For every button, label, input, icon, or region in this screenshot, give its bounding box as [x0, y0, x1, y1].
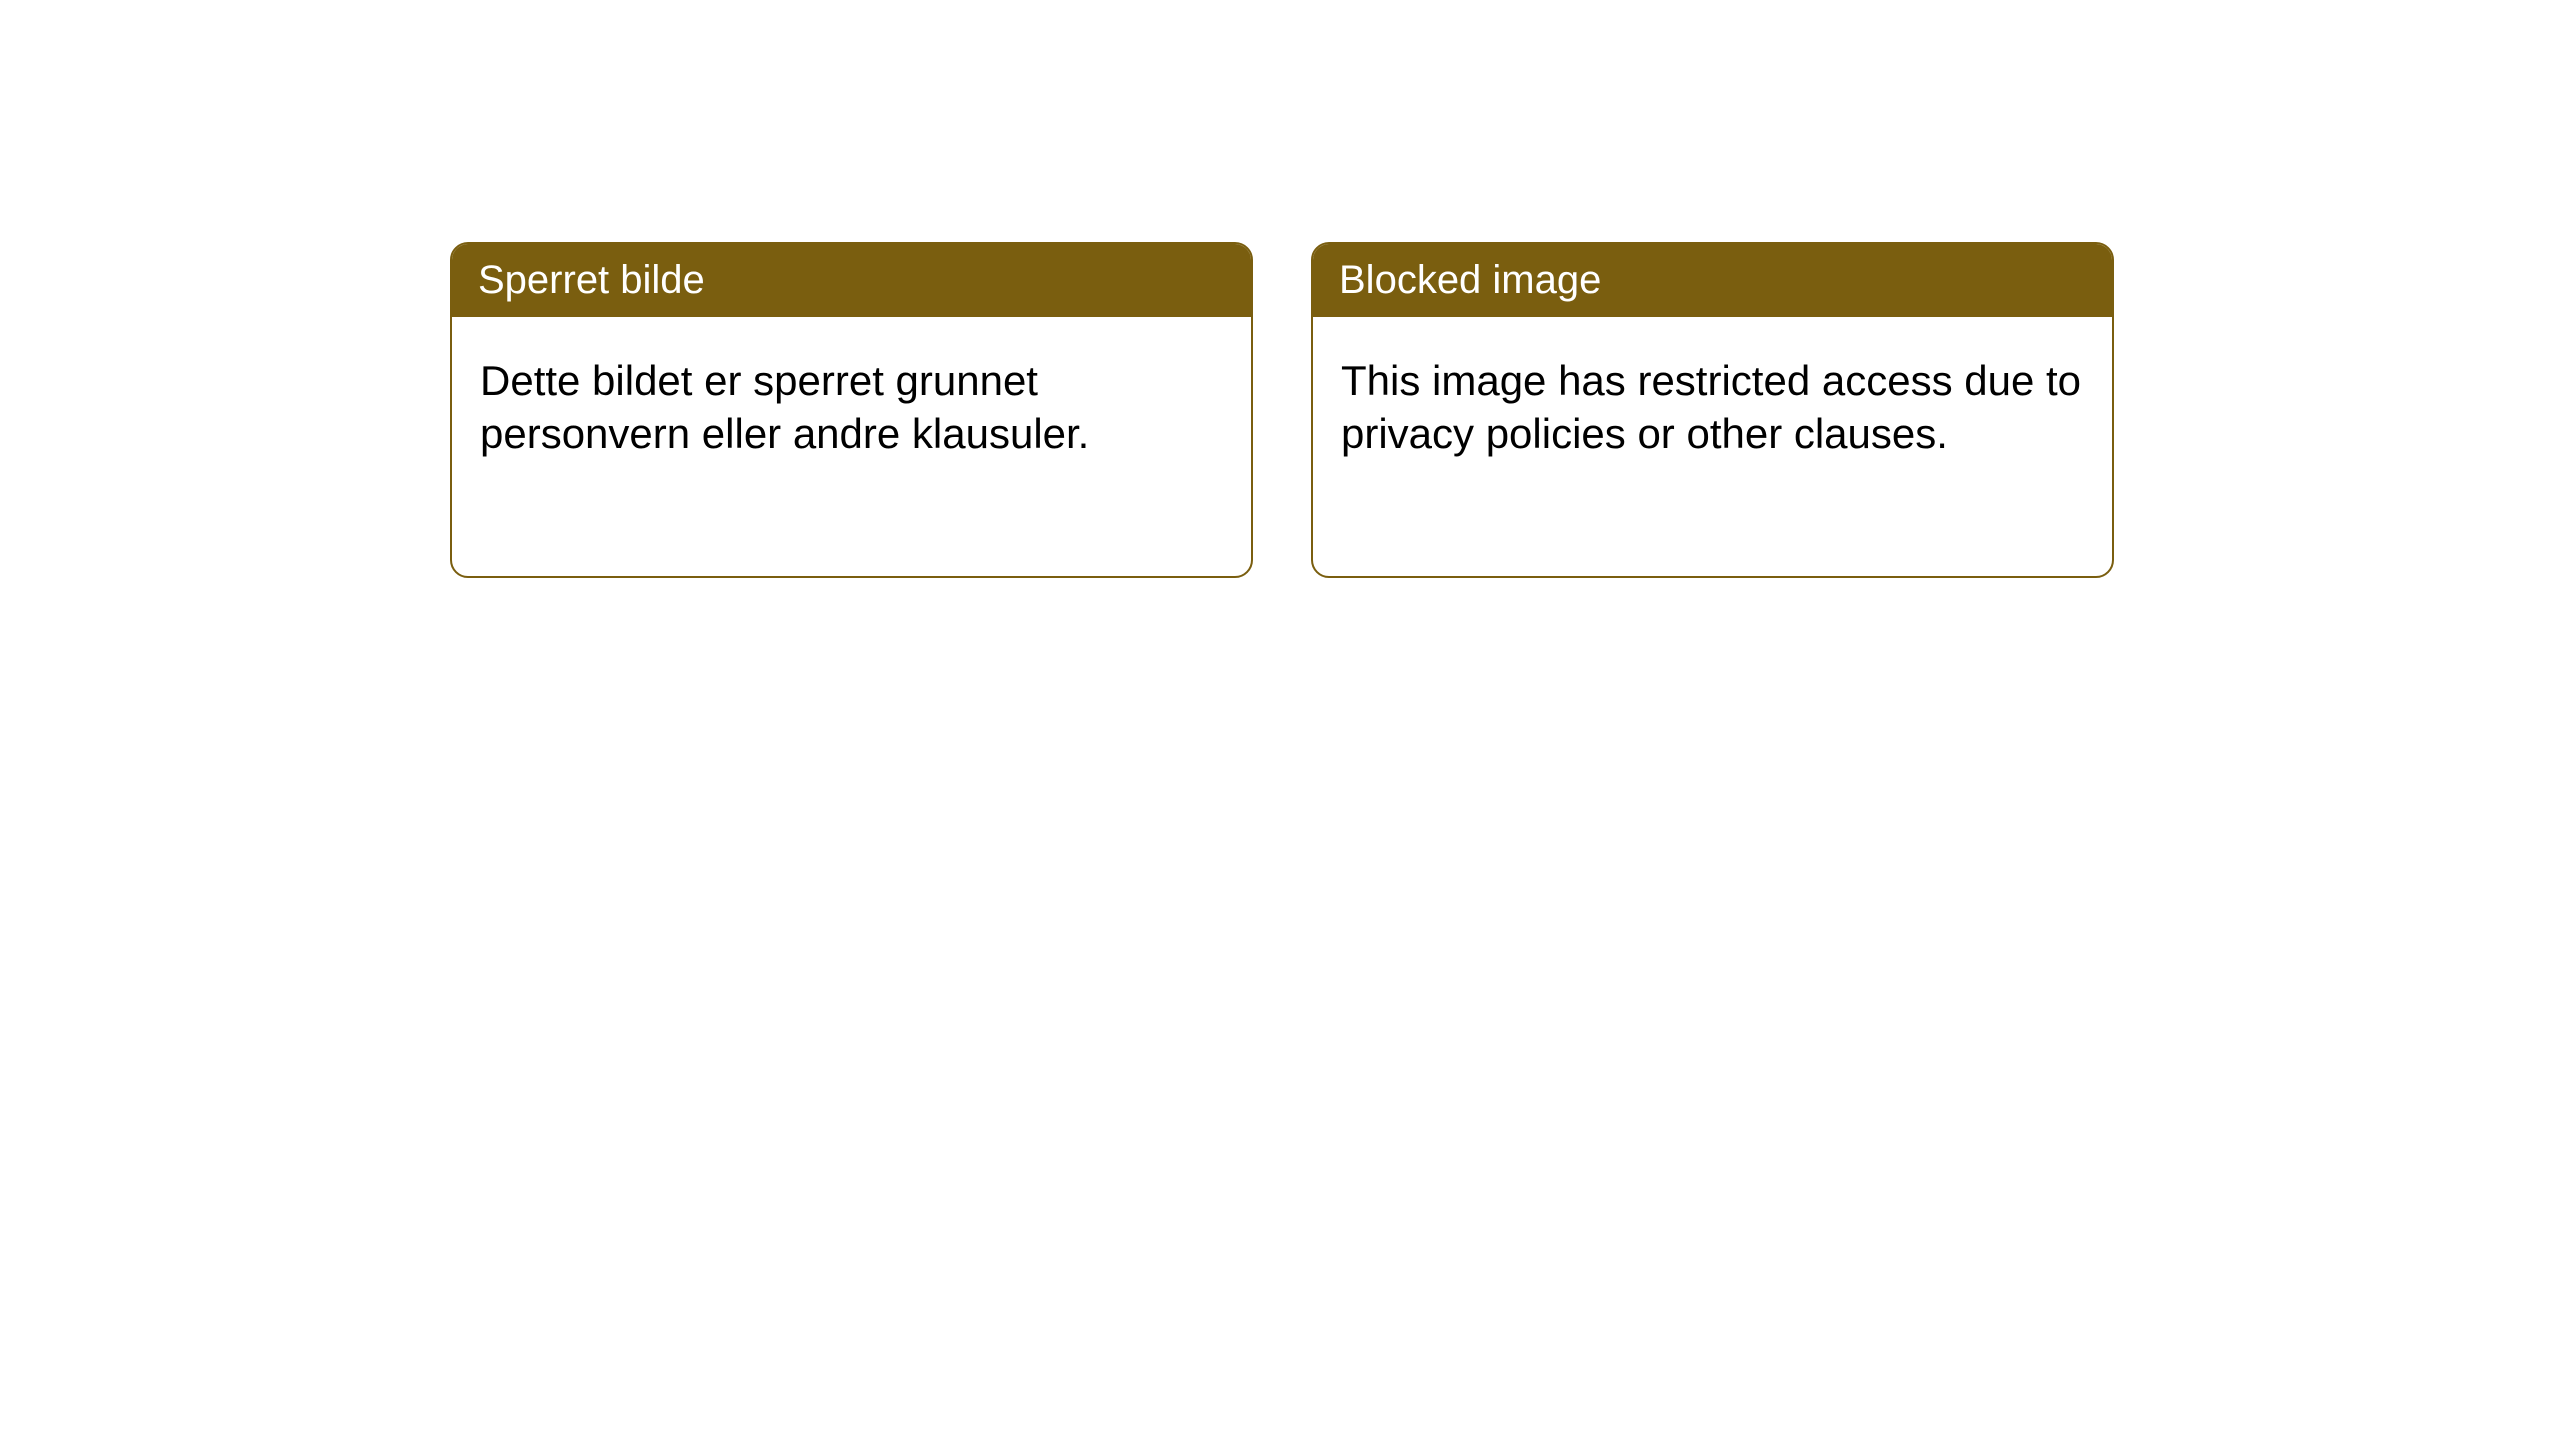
notice-card-title: Blocked image	[1339, 258, 1601, 302]
notice-card-body: Dette bildet er sperret grunnet personve…	[452, 317, 1251, 498]
notice-card-text: This image has restricted access due to …	[1341, 357, 2081, 457]
notice-card-english: Blocked image This image has restricted …	[1311, 242, 2114, 578]
notice-card-title: Sperret bilde	[478, 258, 705, 302]
notice-card-text: Dette bildet er sperret grunnet personve…	[480, 357, 1089, 457]
notice-card-body: This image has restricted access due to …	[1313, 317, 2112, 498]
notice-card-header: Sperret bilde	[452, 244, 1251, 317]
notice-card-header: Blocked image	[1313, 244, 2112, 317]
notice-card-norwegian: Sperret bilde Dette bildet er sperret gr…	[450, 242, 1253, 578]
blocked-image-notice-container: Sperret bilde Dette bildet er sperret gr…	[450, 242, 2114, 578]
